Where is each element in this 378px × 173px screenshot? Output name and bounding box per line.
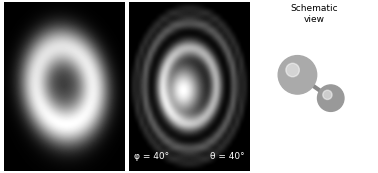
Circle shape <box>286 63 299 77</box>
Title: Schematic
view: Schematic view <box>290 4 338 24</box>
Circle shape <box>318 85 344 111</box>
Circle shape <box>323 90 332 99</box>
Text: θ = 40°: θ = 40° <box>210 152 244 161</box>
Circle shape <box>278 56 317 94</box>
Text: φ = 40°: φ = 40° <box>134 152 169 161</box>
